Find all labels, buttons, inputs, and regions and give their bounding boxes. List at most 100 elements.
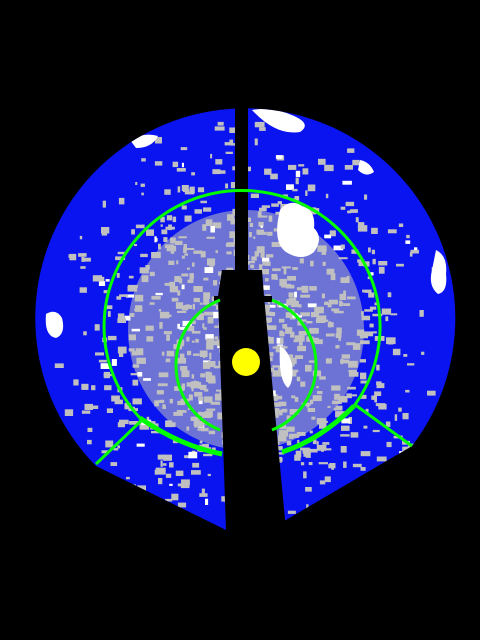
cloud-speckle xyxy=(90,405,99,409)
cloud-speckle xyxy=(87,427,93,432)
cloud-speckle xyxy=(340,206,346,210)
cloud-speckle xyxy=(256,246,265,253)
cloud-speckle xyxy=(174,276,181,282)
cloud-speckle xyxy=(187,279,194,283)
cloud-speckle xyxy=(258,221,264,227)
cloud-speckle xyxy=(346,393,352,399)
cloud-speckle xyxy=(204,388,209,392)
cloud-speckle xyxy=(309,448,318,453)
cloud-speckle xyxy=(78,253,87,257)
cloud-speckle xyxy=(186,426,190,431)
cloud-speckle xyxy=(271,242,282,247)
cloud-speckle xyxy=(262,257,270,262)
cloud-speckle xyxy=(322,261,326,266)
cloud-speckle xyxy=(179,353,185,359)
cloud-speckle xyxy=(191,470,201,475)
cloud-speckle xyxy=(92,275,103,282)
cloud-speckle xyxy=(319,376,326,380)
cloud-speckle xyxy=(363,425,368,429)
cloud-speckle xyxy=(294,335,305,342)
cloud-speckle xyxy=(79,235,83,240)
cloud-speckle xyxy=(177,186,181,193)
cloud-speckle xyxy=(128,275,134,279)
cloud-speckle xyxy=(267,337,274,344)
cloud-speckle xyxy=(166,245,177,252)
cloud-speckle xyxy=(247,260,255,264)
cloud-speckle xyxy=(300,381,306,387)
cloud-speckle xyxy=(188,451,198,459)
cloud-speckle xyxy=(230,218,235,225)
cloud-speckle xyxy=(312,395,322,402)
cloud-speckle xyxy=(338,336,341,341)
cloud-speckle xyxy=(345,201,355,207)
cloud-speckle xyxy=(141,158,146,162)
cloud-speckle xyxy=(203,277,209,281)
cloud-speckle xyxy=(189,186,195,194)
cloud-speckle xyxy=(299,258,304,264)
cloud-speckle xyxy=(118,197,125,205)
cloud-speckle xyxy=(307,303,317,308)
cloud-speckle xyxy=(200,200,207,204)
cloud-speckle xyxy=(181,370,190,378)
cloud-speckle xyxy=(154,469,158,475)
cloud-speckle xyxy=(81,256,85,262)
cloud-speckle xyxy=(204,267,214,273)
cloud-speckle xyxy=(398,223,404,227)
cloud-speckle xyxy=(177,290,181,296)
cloud-speckle xyxy=(273,228,278,232)
cloud-speckle xyxy=(338,257,348,260)
cloud-speckle xyxy=(233,238,236,245)
cloud-speckle xyxy=(276,337,281,344)
cloud-speckle xyxy=(205,334,214,340)
cloud-speckle xyxy=(154,161,163,166)
cloud-speckle xyxy=(275,276,278,280)
cloud-speckle xyxy=(292,523,297,527)
cloud-speckle xyxy=(94,324,100,331)
cloud-speckle xyxy=(296,432,306,436)
cloud-speckle xyxy=(355,217,359,223)
cloud-speckle xyxy=(335,345,340,349)
cloud-speckle xyxy=(328,321,332,328)
cloud-speckle xyxy=(373,331,377,334)
cloud-speckle xyxy=(369,480,378,488)
cloud-speckle xyxy=(117,251,127,255)
cloud-speckle xyxy=(141,192,144,196)
cloud-speckle xyxy=(358,261,365,267)
cloud-speckle xyxy=(387,292,392,298)
cloud-speckle xyxy=(64,409,74,416)
cloud-speckle xyxy=(195,338,199,343)
cloud-speckle xyxy=(117,313,125,319)
cloud-speckle xyxy=(206,372,213,376)
cloud-speckle xyxy=(364,309,373,312)
cloud-speckle xyxy=(270,173,278,180)
cloud-speckle xyxy=(376,456,387,462)
cloud-speckle xyxy=(387,229,397,234)
cloud-speckle xyxy=(185,304,190,307)
cloud-speckle xyxy=(339,293,347,300)
cloud-speckle xyxy=(301,285,309,293)
cloud-speckle xyxy=(352,463,362,468)
cloud-speckle xyxy=(177,400,186,406)
cloud-speckle xyxy=(199,350,208,357)
cloud-speckle xyxy=(104,385,112,391)
cloud-speckle xyxy=(131,484,136,487)
cloud-speckle xyxy=(317,391,323,395)
cloud-speckle xyxy=(271,274,278,280)
cloud-speckle xyxy=(264,311,273,316)
cloud-speckle xyxy=(181,383,185,391)
cloud-speckle xyxy=(128,334,136,341)
cloud-speckle xyxy=(310,260,314,267)
cloud-speckle xyxy=(298,164,305,167)
cloud-speckle xyxy=(199,302,203,305)
cloud-speckle xyxy=(312,439,317,445)
cloud-speckle xyxy=(205,219,213,226)
cloud-speckle xyxy=(286,415,291,420)
cloud-speckle xyxy=(213,311,219,319)
cloud-speckle xyxy=(298,341,303,346)
cloud-speckle xyxy=(179,327,187,330)
cloud-speckle xyxy=(175,302,184,309)
cloud-speckle xyxy=(156,467,166,475)
cloud-speckle xyxy=(360,394,367,399)
cloud-speckle xyxy=(116,273,120,278)
cloud-speckle xyxy=(318,462,328,465)
